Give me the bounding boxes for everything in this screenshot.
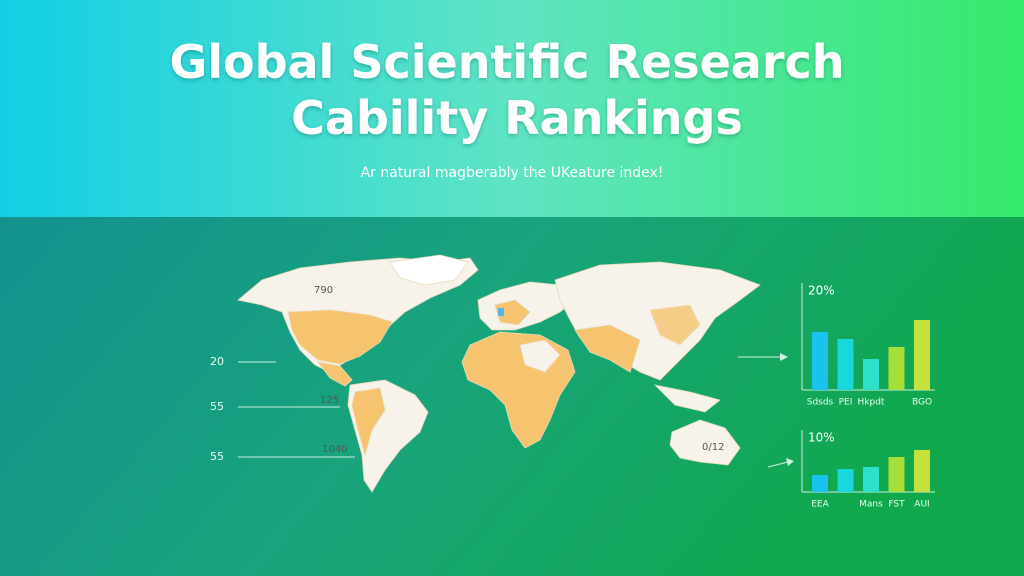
charts: 20% Sdsds PEI Hkpdt BGO 10% EEA Mans FST AUI <box>801 283 935 510</box>
map-label: 0/12 <box>702 442 724 453</box>
side-label: 55 <box>210 450 224 463</box>
world-map <box>237 254 761 493</box>
side-labels: 20 55 55 <box>210 355 355 463</box>
x-tick-label: EEA <box>811 500 829 510</box>
bar <box>888 457 905 492</box>
x-tick-label: Hkpdt <box>858 398 885 408</box>
arrows <box>738 353 794 468</box>
bar <box>837 469 854 492</box>
header-band <box>0 0 1024 217</box>
side-label: 55 <box>210 400 224 413</box>
bar <box>837 339 854 390</box>
bar <box>888 347 905 390</box>
bar <box>812 332 828 390</box>
map-labels: 790 125 1040 0/12 <box>314 285 724 455</box>
arrow-head <box>780 353 788 361</box>
bar <box>812 475 828 492</box>
map-label: 125 <box>320 395 339 406</box>
x-tick-label: PEI <box>839 398 853 408</box>
x-tick-label: FST <box>888 500 905 510</box>
title-line: Cability Rankings <box>291 91 743 145</box>
x-tick-label: BGO <box>912 398 932 408</box>
subtitle: Ar natural magberably the UKeature index… <box>361 165 664 181</box>
bar <box>914 320 930 390</box>
title-line: Global Scientific Research <box>169 35 844 89</box>
x-tick-label: Mans <box>859 500 883 510</box>
chart-title: 20% <box>808 284 835 298</box>
x-tick-label: AUI <box>914 500 929 510</box>
arrow <box>767 461 789 468</box>
arrow-head <box>786 458 794 466</box>
bar <box>863 359 879 390</box>
map-label: 790 <box>314 285 333 296</box>
bar <box>863 467 879 492</box>
map-label: 1040 <box>322 444 347 455</box>
x-tick-label: Sdsds <box>807 398 834 408</box>
bar <box>914 450 930 492</box>
chart-title: 10% <box>808 431 835 445</box>
side-label: 20 <box>210 355 224 368</box>
